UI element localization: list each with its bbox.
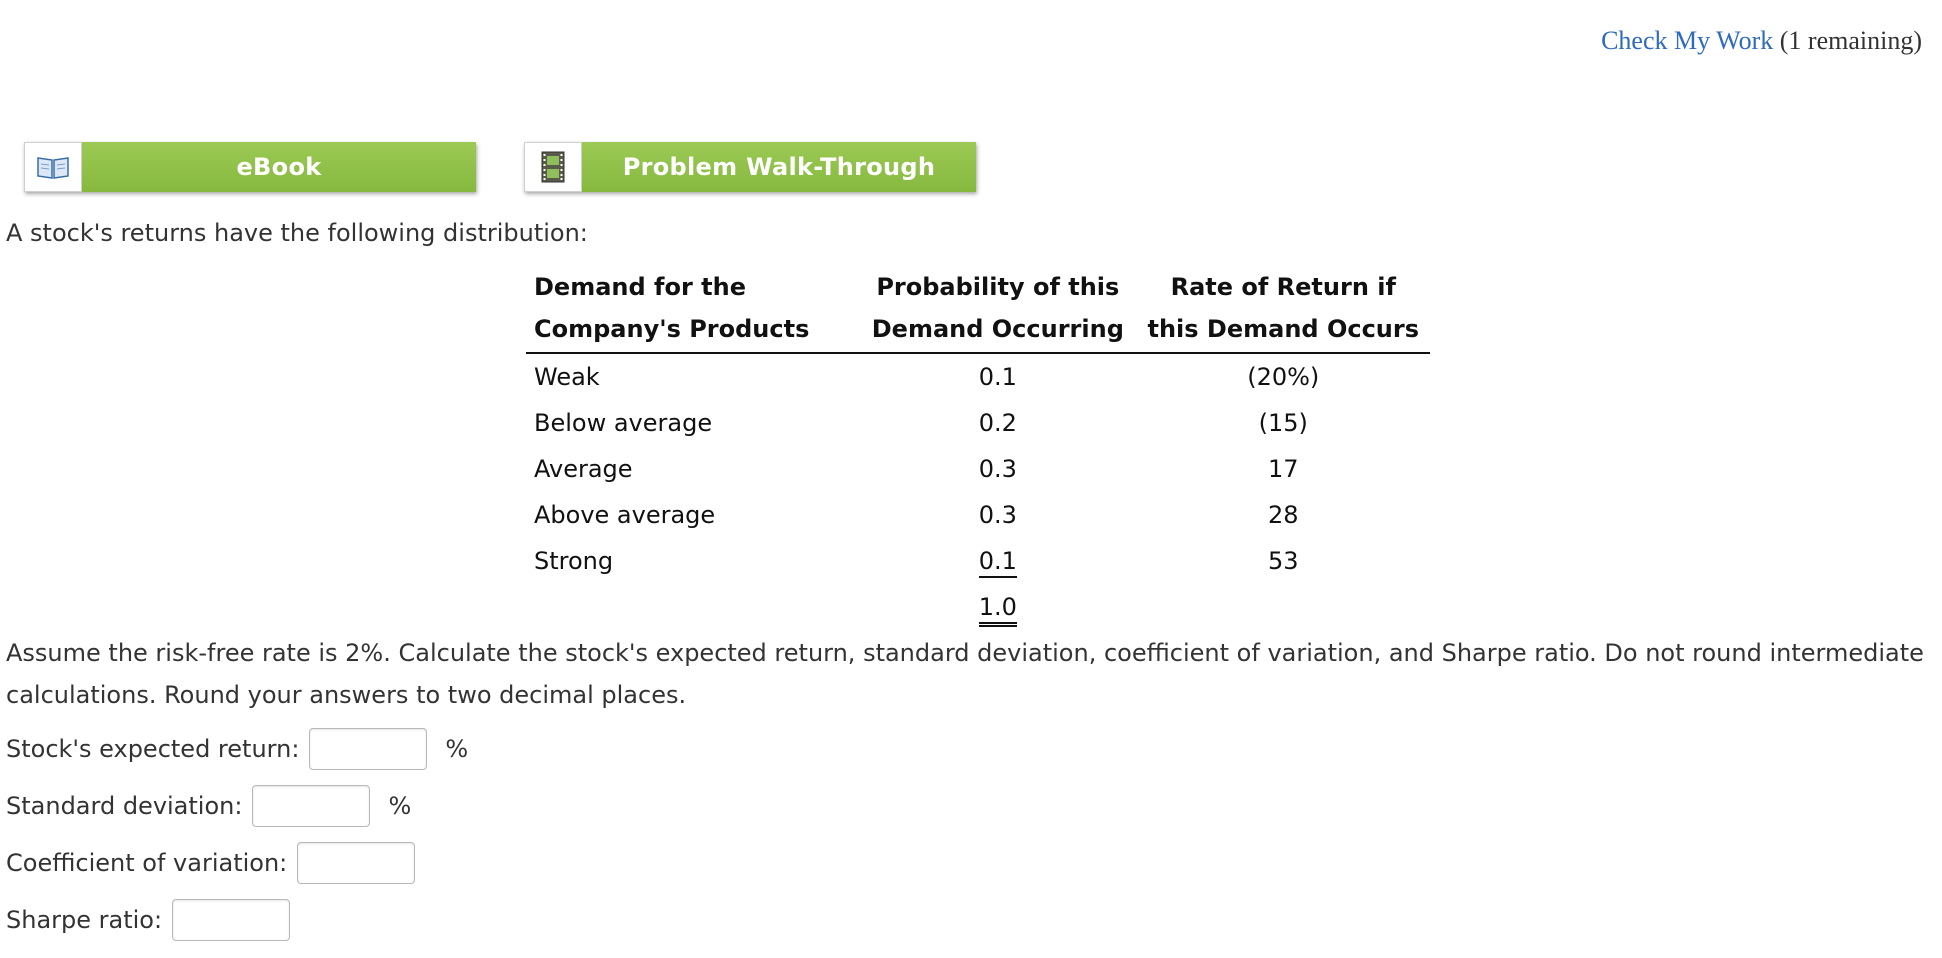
remaining-attempts: (1 remaining) [1779, 26, 1922, 55]
problem-walkthrough-label: Problem Walk-Through [582, 142, 976, 192]
check-my-work-link[interactable]: Check My Work [1601, 26, 1774, 55]
header-demand-line2: Company's Products [534, 315, 810, 343]
expected-return-label: Stock's expected return: [6, 735, 300, 763]
demand-cell: Below average [534, 409, 713, 437]
header-return: Rate of Return if this Demand Occurs [1136, 264, 1430, 354]
probability-cell: 0.3 [978, 501, 1017, 529]
demand-cell: Above average [534, 501, 716, 529]
sharpe-input[interactable] [172, 899, 291, 941]
return-cell: (15) [1258, 409, 1308, 437]
std-dev-unit: % [388, 792, 412, 820]
problem-walkthrough-button[interactable]: Problem Walk-Through [524, 142, 976, 192]
demand-cell: Average [534, 455, 633, 483]
table-row: Weak 0.1 (20%) [526, 353, 1430, 400]
film-icon [524, 142, 582, 192]
distribution-table: Demand for the Company's Products Probab… [526, 264, 1430, 630]
table-row: Below average 0.2 (15) [526, 400, 1430, 446]
header-return-line2: this Demand Occurs [1147, 315, 1420, 343]
expected-return-input[interactable] [309, 728, 428, 770]
demand-cell: Weak [534, 363, 600, 391]
ebook-button[interactable]: eBook [24, 142, 476, 192]
total-probability-cell: 1.0 [859, 584, 1136, 630]
return-cell: (20%) [1247, 363, 1320, 391]
check-my-work: Check My Work (1 remaining) [1601, 26, 1922, 56]
ebook-label: eBook [82, 142, 476, 192]
demand-cell: Strong [534, 547, 614, 575]
header-probability-line1: Probability of this [876, 273, 1120, 301]
expected-return-row: Stock's expected return: % [6, 726, 468, 772]
table-row: Above average 0.3 28 [526, 492, 1430, 538]
probability-cell: 0.2 [978, 409, 1017, 437]
std-dev-row: Standard deviation: % [6, 783, 411, 829]
header-demand-line1: Demand for the [534, 273, 746, 301]
probability-cell: 0.3 [978, 455, 1017, 483]
probability-value: 0.1 [978, 547, 1017, 578]
probability-cell: 0.1 [859, 538, 1136, 584]
table-row: Strong 0.1 53 [526, 538, 1430, 584]
probability-cell: 0.1 [978, 363, 1017, 391]
table-row: Average 0.3 17 [526, 446, 1430, 492]
question-instructions: Assume the risk-free rate is 2%. Calcula… [6, 639, 1924, 709]
total-probability: 1.0 [978, 593, 1017, 627]
cv-label: Coefficient of variation: [6, 849, 288, 877]
expected-return-unit: % [445, 735, 469, 763]
std-dev-label: Standard deviation: [6, 792, 243, 820]
cv-row: Coefficient of variation: [6, 840, 416, 886]
header-probability-line2: Demand Occurring [871, 315, 1124, 343]
header-demand: Demand for the Company's Products [526, 264, 860, 354]
cv-input[interactable] [297, 842, 416, 884]
header-return-line1: Rate of Return if [1170, 273, 1396, 301]
return-cell: 17 [1267, 455, 1299, 483]
table-header-row: Demand for the Company's Products Probab… [526, 264, 1430, 354]
return-cell: 28 [1267, 501, 1299, 529]
book-icon [24, 142, 82, 192]
sharpe-label: Sharpe ratio: [6, 906, 163, 934]
total-row: 1.0 [526, 584, 1430, 630]
sharpe-row: Sharpe ratio: [6, 897, 291, 943]
header-probability: Probability of this Demand Occurring [859, 264, 1137, 354]
return-cell: 53 [1267, 547, 1299, 575]
std-dev-input[interactable] [252, 785, 371, 827]
question-intro: A stock's returns have the following dis… [6, 219, 588, 247]
